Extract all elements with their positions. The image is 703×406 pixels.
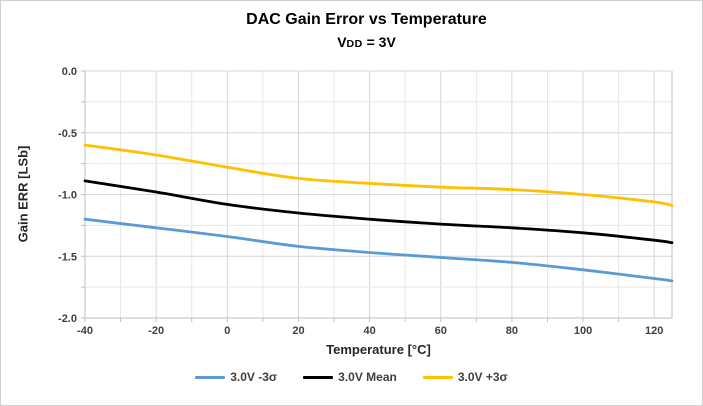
legend-item-minus3sigma: 3.0V -3σ	[195, 370, 277, 384]
legend-swatch-minus3sigma	[195, 375, 226, 379]
x-tick-label: 40	[363, 325, 375, 337]
y-tick-label: -1.5	[58, 251, 77, 263]
x-tick-label: 0	[224, 325, 230, 337]
subtitle-dd: DD	[346, 38, 363, 50]
legend-swatch-mean	[303, 375, 334, 379]
x-tick-label: 80	[506, 325, 518, 337]
y-tick-label: 0.0	[62, 66, 77, 78]
series-line-2	[83, 143, 674, 207]
subtitle-value: = 3V	[362, 34, 396, 50]
chart-title: DAC Gain Error vs Temperature	[246, 11, 487, 28]
x-tick-label: -40	[77, 325, 93, 337]
x-tick-label: 120	[645, 325, 663, 337]
y-axis-title: Gain ERR [LSb]	[15, 145, 31, 243]
x-tick-label: 60	[435, 325, 447, 337]
legend-label-minus3sigma: 3.0V -3σ	[230, 370, 278, 384]
series-line-0	[83, 217, 674, 283]
legend-swatch-plus3sigma	[422, 375, 453, 379]
subtitle-v: V	[337, 34, 347, 50]
x-tick-label: 20	[292, 325, 304, 337]
legend: 3.0V -3σ 3.0V Mean 3.0V +3σ	[1, 370, 702, 384]
chart-subtitle: VDD = 3V	[31, 34, 702, 50]
y-tick-label: -2.0	[58, 313, 77, 325]
series-line-1	[83, 179, 674, 245]
legend-label-plus3sigma: 3.0V +3σ	[457, 370, 508, 384]
x-tick-label: 100	[574, 325, 592, 337]
x-axis-title: Temperature [°C]	[326, 342, 431, 357]
y-tick-label: -0.5	[58, 128, 77, 140]
x-tick-label: -20	[148, 325, 164, 337]
legend-item-plus3sigma: 3.0V +3σ	[422, 370, 508, 384]
legend-label-mean: 3.0V Mean	[338, 370, 397, 384]
legend-item-mean: 3.0V Mean	[303, 370, 397, 384]
y-tick-label: -1.0	[58, 190, 77, 202]
